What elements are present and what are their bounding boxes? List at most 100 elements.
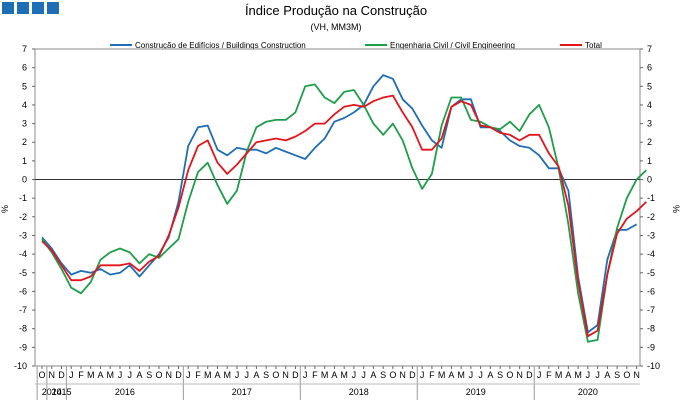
y-tick-label-left: 4 — [22, 100, 27, 110]
year-label: 2019 — [466, 387, 486, 397]
plot-frame — [34, 48, 641, 367]
x-tick-label: F — [195, 370, 201, 380]
year-label: 2014 — [42, 387, 62, 397]
x-tick-label: A — [331, 370, 337, 380]
x-tick-label: A — [97, 370, 103, 380]
x-tick-label: M — [321, 370, 329, 380]
y-tick-label-right: 3 — [647, 119, 652, 129]
x-tick-label: O — [506, 370, 513, 380]
x-tick-label: D — [409, 370, 416, 380]
x-tick-label: J — [469, 370, 474, 380]
y-axis-label-right: % — [671, 205, 681, 213]
series-line-1 — [41, 74, 638, 334]
year-label: 2015 — [51, 387, 71, 397]
x-tick-label: M — [106, 370, 114, 380]
year-label: 2018 — [349, 387, 369, 397]
x-tick-label: J — [244, 370, 249, 380]
y-tick-label-right: 1 — [647, 156, 652, 166]
y-tick-label-right: -6 — [647, 286, 655, 296]
x-tick-label: O — [155, 370, 162, 380]
x-tick-label: M — [223, 370, 231, 380]
y-tick-label-left: 6 — [22, 63, 27, 73]
x-tick-label: O — [272, 370, 279, 380]
x-tick-label: N — [282, 370, 289, 380]
logo-block-4 — [47, 2, 59, 14]
x-tick-label: J — [352, 370, 357, 380]
logo-block-1 — [2, 2, 14, 14]
x-tick-label: J — [118, 370, 123, 380]
x-tick-label: J — [586, 370, 591, 380]
y-tick-label-left: -3 — [19, 230, 27, 240]
x-tick-label: S — [380, 370, 386, 380]
x-tick-label: M — [204, 370, 212, 380]
x-tick-label: J — [235, 370, 240, 380]
series-line-3 — [41, 94, 647, 338]
y-tick-label-left: 1 — [22, 156, 27, 166]
x-tick-label: A — [604, 370, 610, 380]
legend: Construção de Edifícios / Buildings Cons… — [110, 41, 602, 50]
x-tick-label: A — [214, 370, 220, 380]
x-tick-label: J — [595, 370, 600, 380]
x-tick-label: N — [399, 370, 406, 380]
y-tick-label-right: 6 — [647, 63, 652, 73]
legend-label-2: Engenharia Civil / Civil Engineering — [390, 41, 515, 50]
y-tick-label-right: 7 — [647, 44, 652, 54]
series-line-2 — [41, 83, 647, 343]
x-tick-label: O — [389, 370, 396, 380]
y-tick-label-right: -10 — [647, 361, 660, 371]
chart-title: Índice Produção na Construção — [245, 3, 427, 18]
x-tick-label: N — [633, 370, 640, 380]
y-tick-label-right: 2 — [647, 137, 652, 147]
x-tick-label: M — [340, 370, 348, 380]
y-tick-label-left: -10 — [14, 361, 27, 371]
x-tick-label: M — [87, 370, 95, 380]
x-tick-label: M — [457, 370, 465, 380]
y-tick-label-right: -8 — [647, 324, 655, 334]
x-tick-label: S — [146, 370, 152, 380]
x-tick-label: S — [614, 370, 620, 380]
y-tick-label-left: -8 — [19, 324, 27, 334]
y-tick-label-left: -6 — [19, 286, 27, 296]
x-tick-label: A — [136, 370, 142, 380]
y-tick-label-right: 5 — [647, 81, 652, 91]
y-tick-label-left: 2 — [22, 137, 27, 147]
chart-subtitle: (VH, MM3M) — [311, 22, 362, 32]
y-tick-label-right: -9 — [647, 342, 655, 352]
y-tick-label-left: 7 — [22, 44, 27, 54]
y-tick-label-right: -7 — [647, 305, 655, 315]
x-tick-label: J — [420, 370, 425, 380]
year-label: 2016 — [115, 387, 135, 397]
x-tick-label: J — [303, 370, 308, 380]
x-tick-label: A — [487, 370, 493, 380]
x-tick-label: A — [370, 370, 376, 380]
y-tick-label-right: -4 — [647, 249, 655, 259]
legend-label-3: Total — [585, 41, 602, 50]
logo-block-2 — [17, 2, 29, 14]
x-tick-label: S — [263, 370, 269, 380]
y-tick-label-left: 3 — [22, 119, 27, 129]
y-tick-label-right: -3 — [647, 230, 655, 240]
y-tick-label-right: 0 — [647, 175, 652, 185]
x-tick-label: A — [565, 370, 571, 380]
x-tick-label: J — [478, 370, 483, 380]
x-tick-label: D — [58, 370, 65, 380]
x-tick-label: A — [253, 370, 259, 380]
y-tick-label-left: 5 — [22, 81, 27, 91]
x-tick-label: J — [127, 370, 132, 380]
y-axis-label-left: % — [0, 205, 10, 213]
axes: -10 -10-9 -9-8 -8-7 -7-6 -6-5 -5-4 -4-3 -3-2 -2-1… — [14, 44, 660, 400]
y-tick-label-left: 0 — [22, 175, 27, 185]
x-tick-label: J — [69, 370, 74, 380]
x-tick-label: O — [623, 370, 630, 380]
x-tick-label: O — [38, 370, 45, 380]
x-tick-label: M — [555, 370, 563, 380]
x-tick-label: J — [186, 370, 191, 380]
y-tick-label-left: -2 — [19, 212, 27, 222]
x-tick-label: S — [497, 370, 503, 380]
x-tick-label: J — [537, 370, 542, 380]
year-label: 2017 — [232, 387, 252, 397]
x-tick-label: M — [574, 370, 582, 380]
x-tick-label: N — [165, 370, 172, 380]
logo-block-3 — [32, 2, 44, 14]
y-tick-label-right: 4 — [647, 100, 652, 110]
